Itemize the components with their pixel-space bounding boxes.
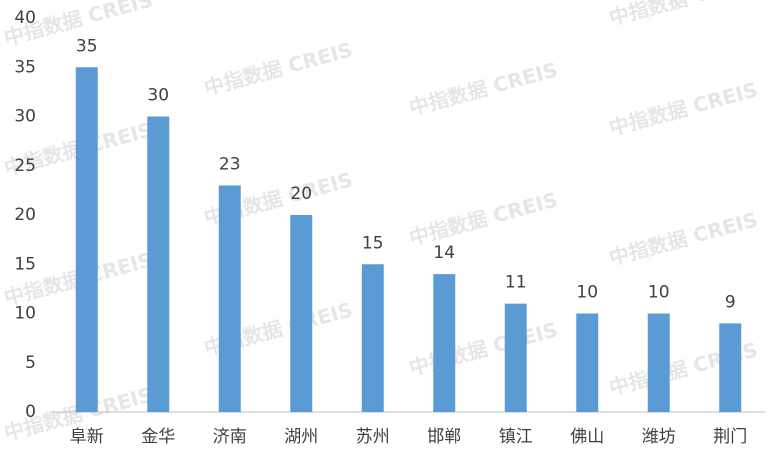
bar [433,274,456,412]
x-tick-label: 济南 [213,427,247,447]
x-tick-label: 潍坊 [642,427,676,447]
bar [75,67,98,412]
y-tick-label: 0 [25,402,36,422]
y-tick-label: 35 [14,57,36,77]
x-tick-label: 佛山 [570,427,604,447]
watermark: 中指数据 CREIS [607,0,761,30]
data-label: 11 [505,273,527,293]
y-tick-label: 15 [14,254,36,274]
data-label: 10 [648,283,670,303]
bar [147,116,170,412]
bar [218,185,241,412]
y-tick-label: 20 [14,205,36,225]
bar [647,313,670,412]
bar [290,215,313,412]
x-tick-label: 金华 [141,427,175,447]
data-label: 9 [725,292,736,312]
y-tick-label: 25 [14,156,36,176]
y-tick-label: 30 [14,107,36,127]
data-label: 15 [362,233,384,253]
data-label: 14 [433,243,455,263]
y-tick-label: 40 [14,8,36,28]
data-label: 35 [76,36,98,56]
y-tick-label: 10 [14,304,36,324]
x-tick-label: 苏州 [356,427,390,447]
x-tick-label: 荆门 [713,427,747,447]
watermark: 中指数据 CREIS [607,207,761,270]
bar [719,323,742,412]
x-tick-label: 镇江 [499,427,533,447]
x-tick-label: 邯郸 [427,427,461,447]
watermark: 中指数据 CREIS [202,37,356,100]
x-tick-label: 湖州 [284,427,318,447]
data-label: 20 [290,184,312,204]
bar [576,313,599,412]
data-label: 30 [147,86,169,106]
plot-area: 0 5 10 15 20 25 30 35 40 阜新 35 金华 30 济南 23 湖州 20 苏州 15 邯郸 14… [14,8,766,447]
watermark: 中指数据 CREIS [407,317,561,380]
data-label: 23 [219,154,241,174]
watermark: 中指数据 CREIS [407,187,561,250]
data-label: 10 [576,283,598,303]
y-tick-label: 5 [25,353,36,373]
watermark: 中指数据 CREIS [407,57,561,120]
x-tick-label: 阜新 [70,427,104,447]
watermark: 中指数据 CREIS [607,77,761,140]
bar [361,264,384,412]
bar [504,303,527,412]
